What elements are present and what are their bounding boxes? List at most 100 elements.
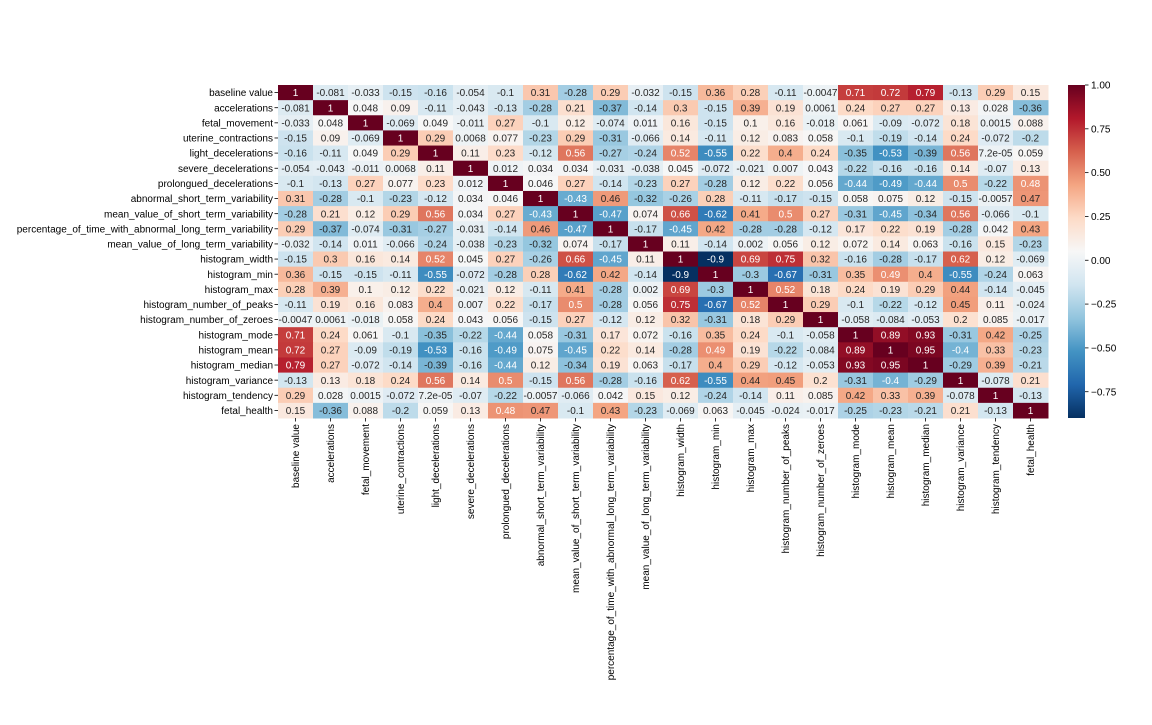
heatmap-cell: [908, 312, 944, 328]
y-tick-label: histogram_max: [205, 285, 273, 296]
cell-annotation: 0.52: [671, 149, 691, 160]
heatmap-cell: [908, 266, 944, 283]
heatmap-cell: [873, 312, 909, 328]
cell-annotation: 1: [468, 164, 474, 175]
cell-annotation: 1: [433, 149, 439, 160]
cell-annotation: -0.16: [879, 164, 902, 175]
heatmap-cell: [418, 160, 454, 177]
heatmap-cell: [313, 85, 349, 101]
heatmap-cell: [698, 296, 734, 313]
heatmap-cell: [453, 251, 489, 268]
cell-annotation: 0.12: [741, 134, 761, 145]
cell-annotation: -0.15: [529, 376, 552, 387]
heatmap-cell: [488, 85, 524, 101]
cell-annotation: 0.043: [808, 164, 833, 175]
heatmap-cell: [733, 402, 769, 419]
cell-annotation: 0.29: [986, 88, 1006, 99]
heatmap-cell: [453, 145, 489, 162]
heatmap-cell: [838, 342, 874, 358]
heatmap-cell: [523, 190, 559, 207]
cell-annotation: 0.12: [671, 391, 691, 402]
cell-annotation: -0.054: [456, 88, 485, 99]
heatmap-cell: [558, 357, 594, 374]
cell-annotation: -0.14: [319, 240, 342, 251]
heatmap-cell: [663, 357, 699, 374]
heatmap-cell: [593, 115, 629, 131]
y-tick-label: prolongued_decelerations: [158, 179, 273, 190]
heatmap-cell: [803, 100, 839, 116]
cell-annotation: -0.021: [456, 285, 485, 296]
cell-annotation: -0.1: [847, 300, 865, 311]
heatmap-cell: [558, 296, 594, 313]
cell-annotation: -0.43: [529, 209, 552, 220]
cell-annotation: 0.27: [881, 103, 901, 114]
cell-annotation: -0.081: [316, 88, 345, 99]
cell-annotation: -0.069: [666, 406, 695, 417]
cell-annotation: -0.37: [599, 103, 622, 114]
heatmap-cell: [978, 100, 1014, 116]
cell-annotation: -0.12: [809, 224, 832, 235]
cell-annotation: -0.25: [844, 406, 867, 417]
heatmap-cell: [768, 266, 804, 283]
heatmap-cell: [418, 115, 454, 131]
cell-annotation: -0.19: [389, 345, 412, 356]
cell-annotation: -0.14: [634, 270, 657, 281]
cell-annotation: 0.16: [356, 255, 376, 266]
heatmap-cell: [838, 85, 874, 101]
cell-annotation: -0.11: [389, 270, 411, 281]
cell-annotation: -0.17: [774, 194, 797, 205]
heatmap-cell: [978, 175, 1014, 192]
cell-annotation: -0.31: [809, 270, 832, 281]
cell-annotation: 0.5: [569, 300, 583, 311]
heatmap-cell: [978, 342, 1014, 358]
cell-annotation: 0.15: [636, 391, 656, 402]
cell-annotation: -0.45: [879, 209, 902, 220]
heatmap-cell: [838, 221, 874, 237]
heatmap-cell: [978, 296, 1014, 313]
heatmap-cell: [453, 312, 489, 328]
heatmap-cell: [383, 221, 419, 237]
cell-annotation: 0.16: [776, 118, 796, 129]
y-axis-tick-labels: baseline value accelerations fetal_movemen…: [17, 88, 278, 417]
heatmap-cell: [873, 372, 909, 389]
heatmap-cell: [523, 387, 559, 404]
cell-annotation: 0.56: [951, 209, 971, 220]
heatmap-cell: [348, 357, 384, 374]
cell-annotation: 0.0061: [315, 315, 346, 326]
cell-annotation: 0.061: [353, 330, 378, 341]
y-tick-label: histogram_mode: [199, 330, 274, 341]
heatmap-cell: [383, 236, 419, 252]
cell-annotation: -0.07: [984, 164, 1007, 175]
cell-annotation: 0.042: [598, 391, 623, 402]
heatmap-cell: [698, 190, 734, 207]
cell-annotation: 0.93: [846, 361, 866, 372]
heatmap-cell: [523, 85, 559, 101]
cell-annotation: 0.45: [951, 300, 971, 311]
heatmap-cell: [663, 296, 699, 313]
cell-annotation: -0.069: [1016, 255, 1045, 266]
heatmap-cell: [418, 221, 454, 237]
cell-annotation: 0.71: [286, 330, 306, 341]
cell-annotation: -0.17: [599, 240, 622, 251]
heatmap-cell: [558, 236, 594, 252]
cell-annotation: -0.55: [424, 270, 447, 281]
cell-annotation: -0.28: [669, 345, 692, 356]
heatmap-cell: [558, 266, 594, 283]
cell-annotation: 0.063: [1018, 270, 1043, 281]
cell-annotation: -0.28: [739, 224, 762, 235]
colorbar-tick-label: 0.00: [1091, 256, 1111, 267]
cell-annotation: 0.31: [286, 194, 306, 205]
heatmap-cell: [943, 281, 979, 298]
heatmap-cell: [698, 85, 734, 101]
heatmap-cell: [663, 372, 699, 389]
cell-annotation: 0.29: [426, 134, 446, 145]
heatmap-cell: [943, 190, 979, 207]
heatmap-cell: [1013, 236, 1049, 252]
cell-annotation: -0.081: [281, 103, 310, 114]
heatmap-cell: [558, 160, 594, 177]
cell-annotation: 0.045: [668, 164, 693, 175]
cell-annotation: -0.22: [844, 164, 867, 175]
cell-annotation: 0.22: [776, 179, 796, 190]
heatmap-cell: [803, 402, 839, 419]
cell-annotation: -0.066: [981, 209, 1010, 220]
